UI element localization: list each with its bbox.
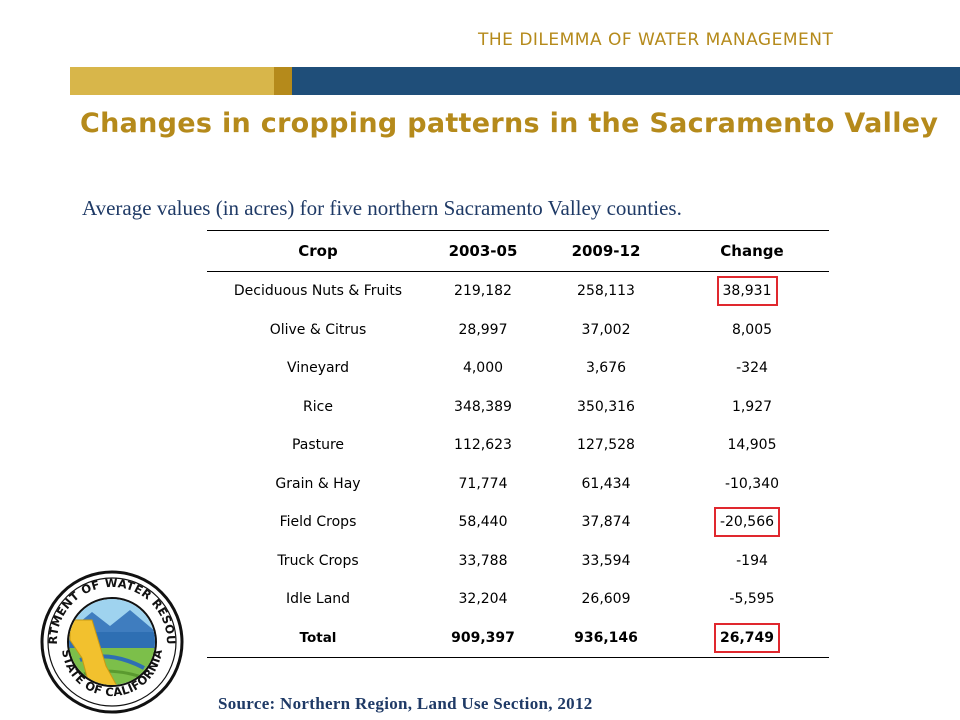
value-2003-05: 71,774 [458, 475, 508, 492]
header-caption: THE DILEMMA OF WATER MANAGEMENT [478, 30, 834, 50]
value-2009-12: 26,609 [581, 591, 631, 608]
value-2009-12: 350,316 [577, 398, 635, 415]
value-2003-05: 219,182 [454, 283, 512, 300]
total-2009-12: 936,146 [537, 618, 675, 658]
table-header-row: Crop 2003-05 2009-12 Change [207, 230, 829, 272]
value-2003-05: 33,788 [458, 552, 508, 569]
value-change: 1,927 [731, 398, 773, 415]
table-row: Rice 348,389 350,316 1,927 [207, 388, 829, 427]
total-label: Total [207, 618, 429, 658]
value-2009-12: 258,113 [577, 283, 635, 300]
value-2003-05: 28,997 [458, 321, 508, 338]
total-2003-05: 909,397 [429, 618, 537, 658]
dwr-seal-icon: DEPARTMENT OF WATER RESOURCES STATE OF C… [40, 570, 184, 714]
highlighted-change: 26,749 [713, 622, 781, 653]
value-change: -194 [736, 552, 768, 569]
table-row: Pasture 112,623 127,528 14,905 [207, 426, 829, 465]
value-2009-12: 3,676 [585, 360, 627, 377]
highlighted-change: 38,931 [716, 276, 778, 307]
cropping-table: Crop 2003-05 2009-12 Change Deciduous Nu… [207, 230, 829, 658]
value-change: 8,005 [731, 321, 773, 338]
total-change: 26,749 [675, 618, 829, 658]
value-change: -20,566 [675, 503, 829, 542]
header-bar-accent [274, 67, 292, 95]
crop-name: Rice [303, 398, 333, 415]
table-row: Vineyard 4,000 3,676 -324 [207, 349, 829, 388]
crop-name: Idle Land [285, 591, 351, 608]
value-2009-12: 61,434 [581, 475, 631, 492]
header-2009-12: 2009-12 [537, 230, 675, 272]
table-row: Deciduous Nuts & Fruits 219,182 258,113 … [207, 272, 829, 311]
value-2003-05: 58,440 [458, 514, 508, 531]
highlighted-change: -20,566 [713, 507, 781, 538]
header-bar-blue [292, 67, 960, 95]
table-row: Grain & Hay 71,774 61,434 -10,340 [207, 465, 829, 504]
value-change: 14,905 [727, 437, 777, 454]
header-crop: Crop [207, 230, 429, 272]
value-2009-12: 37,874 [581, 514, 631, 531]
value-2009-12: 127,528 [577, 437, 635, 454]
slide-title: Changes in cropping patterns in the Sacr… [80, 108, 939, 139]
value-2003-05: 32,204 [458, 591, 508, 608]
value-2009-12: 33,594 [581, 552, 631, 569]
crop-name: Truck Crops [277, 552, 359, 569]
header-2003-05: 2003-05 [429, 230, 537, 272]
value-2009-12: 37,002 [581, 321, 631, 338]
crop-name: Field Crops [279, 514, 357, 531]
source-note: Source: Northern Region, Land Use Sectio… [218, 694, 593, 713]
value-change: -324 [736, 360, 768, 377]
value-change: 38,931 [675, 272, 829, 311]
table-row: Truck Crops 33,788 33,594 -194 [207, 542, 829, 581]
crop-name: Vineyard [287, 360, 349, 377]
value-2003-05: 112,623 [454, 437, 512, 454]
value-2003-05: 4,000 [462, 360, 504, 377]
table-total-row: Total 909,397 936,146 26,749 [207, 618, 829, 658]
slide-subtitle: Average values (in acres) for five north… [82, 196, 682, 220]
crop-name: Pasture [291, 437, 345, 454]
value-2003-05: 348,389 [454, 398, 512, 415]
header-bar-gold [70, 67, 274, 95]
value-change: -10,340 [724, 475, 780, 492]
header-change: Change [675, 230, 829, 272]
table-row: Olive & Citrus 28,997 37,002 8,005 [207, 311, 829, 350]
value-change: -5,595 [729, 591, 775, 608]
crop-name: Olive & Citrus [269, 321, 367, 338]
crop-name: Grain & Hay [275, 475, 361, 492]
table-row: Idle Land 32,204 26,609 -5,595 [207, 580, 829, 619]
table-row: Field Crops 58,440 37,874 -20,566 [207, 503, 829, 542]
crop-name: Deciduous Nuts & Fruits [233, 283, 403, 300]
